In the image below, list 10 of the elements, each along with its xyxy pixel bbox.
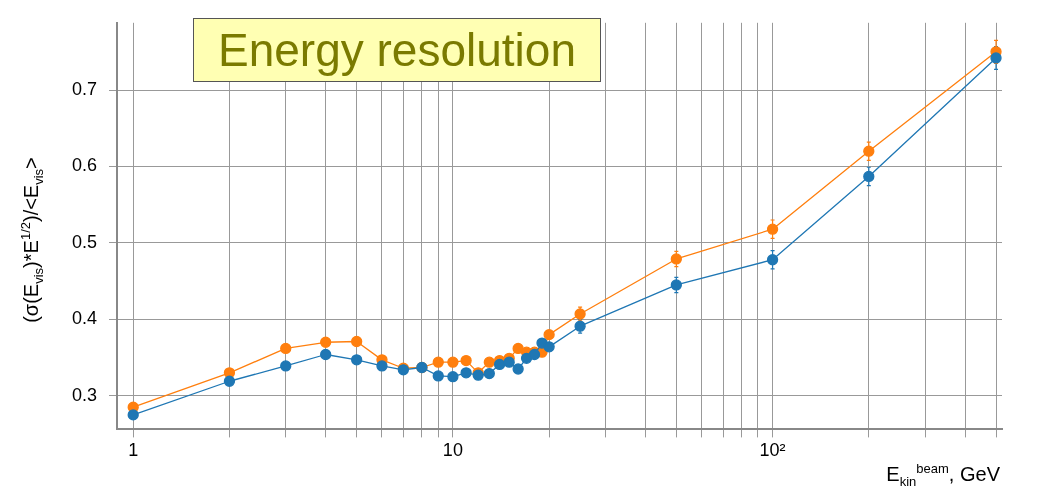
chart-title: Energy resolution: [193, 18, 601, 82]
x-tick-label: 1: [128, 440, 139, 461]
y-tick-label: 0.7: [71, 79, 98, 100]
x-tick-label: 10: [442, 440, 463, 461]
x-tick-label: 10²: [759, 440, 786, 461]
y-tick-label: 0.5: [71, 231, 98, 252]
y-tick-label: 0.3: [71, 384, 98, 405]
y-tick-label: 0.4: [71, 308, 98, 329]
y-tick-label: 0.6: [71, 155, 98, 176]
x-axis-title: E$_{kin}$$^{beam}$, GeV: [886, 461, 1000, 489]
